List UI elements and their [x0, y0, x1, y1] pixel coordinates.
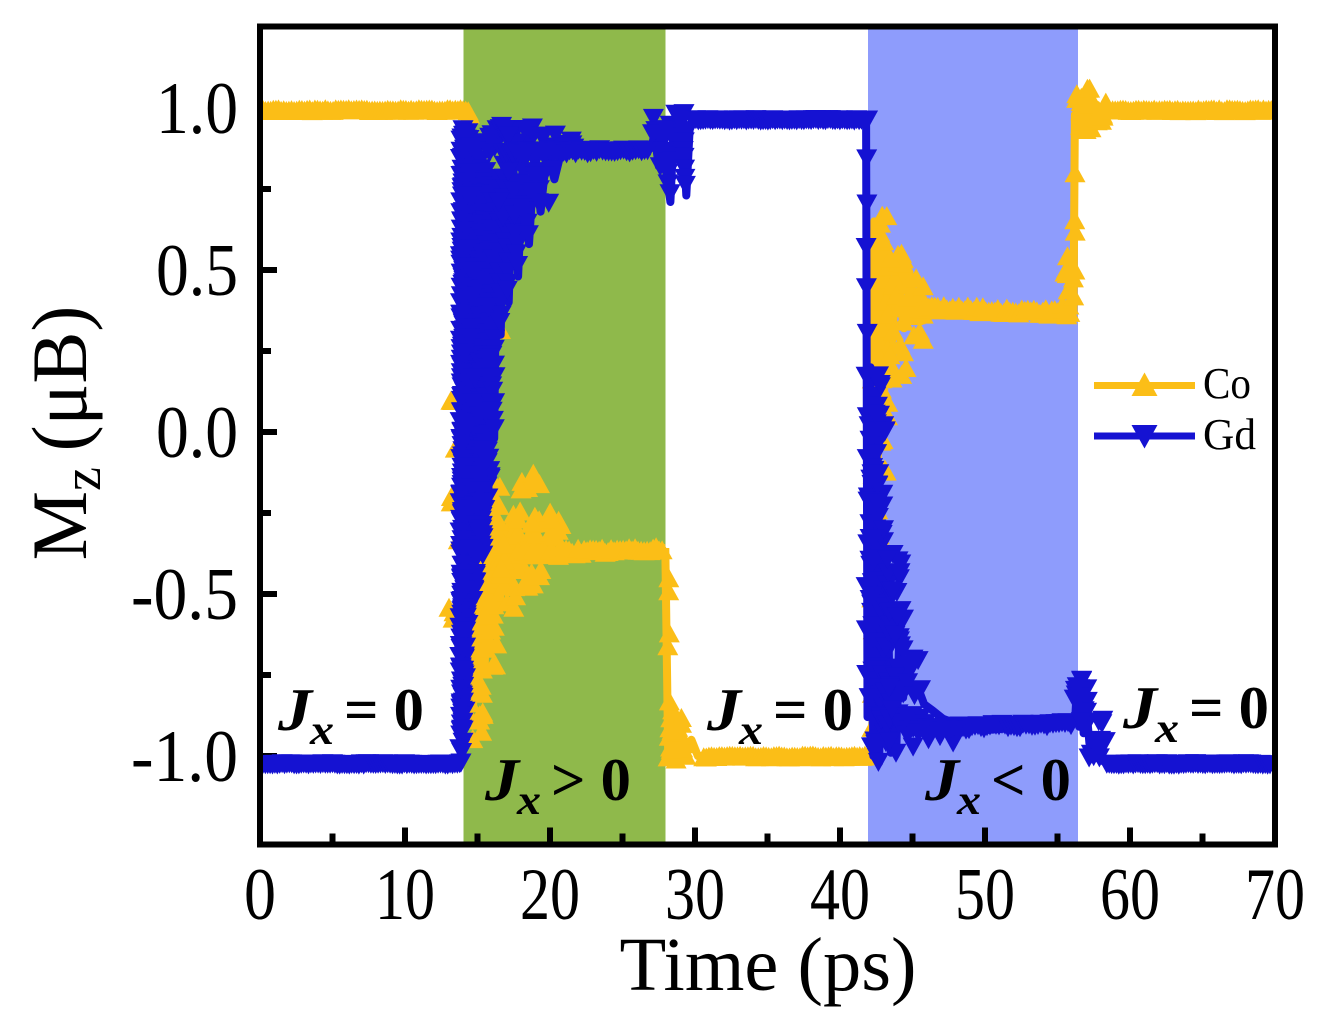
svg-text:x: x: [956, 778, 981, 824]
svg-text:J: J: [1122, 675, 1159, 741]
svg-text:40: 40: [810, 854, 870, 936]
svg-text:-1.0: -1.0: [131, 716, 238, 798]
svg-text:Time (ps): Time (ps): [620, 923, 917, 1007]
svg-text:x: x: [516, 778, 541, 824]
svg-text:> 0: > 0: [551, 747, 631, 813]
svg-text:J: J: [924, 747, 961, 813]
svg-text:x: x: [309, 708, 334, 754]
svg-text:J: J: [277, 677, 314, 743]
svg-text:Gd: Gd: [1203, 410, 1256, 459]
svg-text:J: J: [484, 747, 521, 813]
svg-text:= 0: = 0: [773, 677, 853, 743]
svg-text:30: 30: [665, 854, 725, 936]
svg-text:= 0: = 0: [344, 677, 424, 743]
svg-text:< 0: < 0: [991, 747, 1071, 813]
svg-text:0: 0: [244, 854, 276, 936]
svg-text:x: x: [1154, 706, 1179, 752]
svg-text:0.5: 0.5: [156, 230, 238, 312]
svg-text:= 0: = 0: [1189, 675, 1269, 741]
svg-text:10: 10: [375, 854, 435, 936]
svg-text:60: 60: [1100, 854, 1160, 936]
svg-text:Co: Co: [1203, 359, 1251, 408]
svg-text:0.0: 0.0: [156, 392, 238, 474]
svg-text:-0.5: -0.5: [131, 554, 238, 636]
svg-text:Mz (μB): Mz (μB): [16, 306, 112, 561]
svg-text:x: x: [738, 708, 763, 754]
svg-text:50: 50: [955, 854, 1015, 936]
svg-text:20: 20: [520, 854, 580, 936]
svg-text:1.0: 1.0: [156, 68, 238, 150]
svg-text:J: J: [706, 677, 743, 743]
svg-text:70: 70: [1245, 854, 1305, 936]
